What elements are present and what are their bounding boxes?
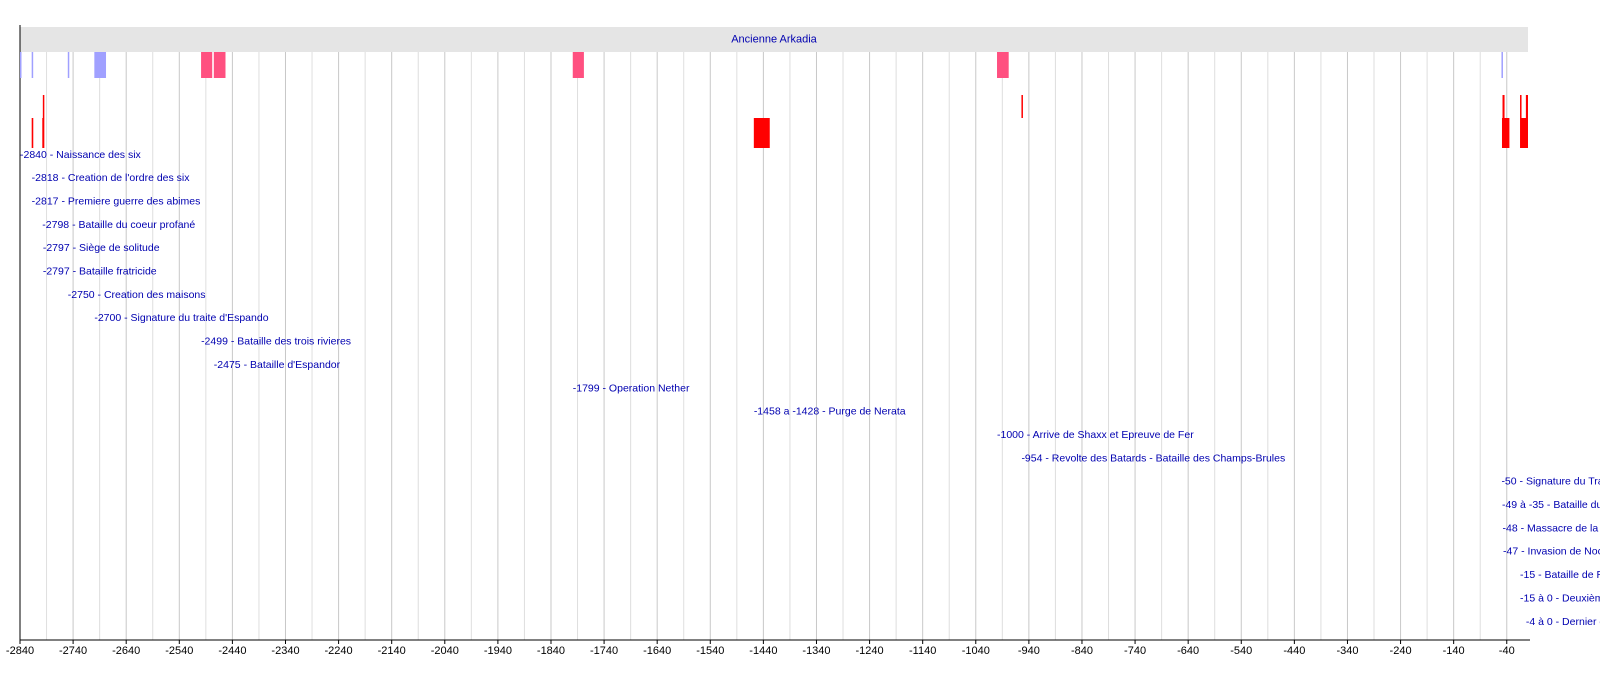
event-label: -48 - Massacre de la Forge [1503, 522, 1600, 534]
x-tick-label: -840 [1071, 645, 1093, 657]
event-bar [31, 118, 34, 148]
event-label: -2797 - Siège de solitude [43, 242, 160, 254]
x-tick-label: -440 [1283, 645, 1305, 657]
event-bar [997, 52, 1009, 78]
event-bar [67, 52, 70, 78]
x-tick-label: -1040 [962, 645, 990, 657]
x-tick-label: -540 [1230, 645, 1252, 657]
event-label: -954 - Revolte des Batards - Bataille de… [1021, 452, 1285, 464]
event-label: -2817 - Premiere guerre des abimes [32, 195, 201, 207]
x-tick-label: -1540 [696, 645, 724, 657]
event-label: -2700 - Signature du traite d'Espando [94, 312, 268, 324]
event-bar [1503, 95, 1505, 118]
x-tick-label: -2340 [271, 645, 299, 657]
event-label: -1458 a -1428 - Purge de Nerata [754, 406, 906, 418]
x-tick-label: -2540 [165, 645, 193, 657]
event-label: -2798 - Bataille du coeur profané [42, 219, 195, 231]
event-label: -49 à -35 - Bataille du Royaume Céleste [1502, 499, 1600, 511]
event-bar [94, 52, 107, 78]
event-bar [1520, 95, 1522, 118]
x-tick-label: -1240 [856, 645, 884, 657]
x-tick-label: -2140 [378, 645, 406, 657]
event-bar [753, 118, 770, 148]
x-tick-label: -2740 [59, 645, 87, 657]
event-label: -2499 - Bataille des trois rivieres [201, 336, 351, 348]
x-tick-label: -2840 [6, 645, 34, 657]
x-tick-label: -1640 [643, 645, 671, 657]
event-bar [201, 52, 213, 78]
era-label: Ancienne Arkadia [731, 33, 817, 45]
event-label: -50 - Signature du Traitë d'El Dorado [1501, 476, 1600, 488]
x-tick-label: -2240 [325, 645, 353, 657]
x-tick-label: -1140 [909, 645, 936, 657]
x-tick-label: -740 [1124, 645, 1146, 657]
event-bar [31, 52, 34, 78]
event-bar [1501, 118, 1510, 148]
x-tick-label: -2640 [112, 645, 140, 657]
event-bar [572, 52, 584, 78]
event-bar [1520, 118, 1528, 148]
event-bar [1525, 95, 1528, 118]
x-tick-label: -1440 [749, 645, 777, 657]
event-label: -15 à 0 - Deuxième Guerre de l'Abîme [1520, 592, 1600, 604]
x-tick-label: -640 [1177, 645, 1199, 657]
x-tick-label: -1740 [590, 645, 618, 657]
event-bar [42, 118, 45, 148]
x-tick-label: -140 [1443, 645, 1465, 657]
event-label: -15 - Bataille de Riddermark [1520, 569, 1600, 581]
x-tick-label: -1940 [484, 645, 512, 657]
event-bar [1021, 95, 1023, 118]
x-tick-label: -2040 [431, 645, 459, 657]
event-label: -2750 - Creation des maisons [68, 289, 206, 301]
event-label: -2797 - Bataille fratricide [43, 266, 157, 278]
event-label: -2818 - Creation de l'ordre des six [32, 172, 191, 184]
event-bar [1501, 52, 1503, 78]
event-bar [20, 52, 22, 78]
event-label: -2840 - Naissance des six [20, 149, 142, 161]
event-label: -1000 - Arrive de Shaxx et Epreuve de Fe… [997, 429, 1194, 441]
event-bar [42, 95, 45, 118]
x-tick-label: -1340 [802, 645, 830, 657]
event-bar [213, 52, 226, 78]
era-band [20, 27, 1528, 52]
x-tick-label: -340 [1336, 645, 1358, 657]
x-tick-label: -240 [1390, 645, 1412, 657]
x-tick-label: -1840 [537, 645, 565, 657]
event-label: -2475 - Bataille d'Espandor [214, 359, 341, 371]
x-tick-label: -2440 [218, 645, 246, 657]
event-label: -1799 - Operation Nether [573, 382, 690, 394]
x-tick-label: -40 [1499, 645, 1515, 657]
event-label: -47 - Invasion de Nocturna [1503, 546, 1600, 558]
event-label: -4 à 0 - Dernier carrée de Primordia [1526, 616, 1600, 628]
x-tick-label: -940 [1018, 645, 1040, 657]
